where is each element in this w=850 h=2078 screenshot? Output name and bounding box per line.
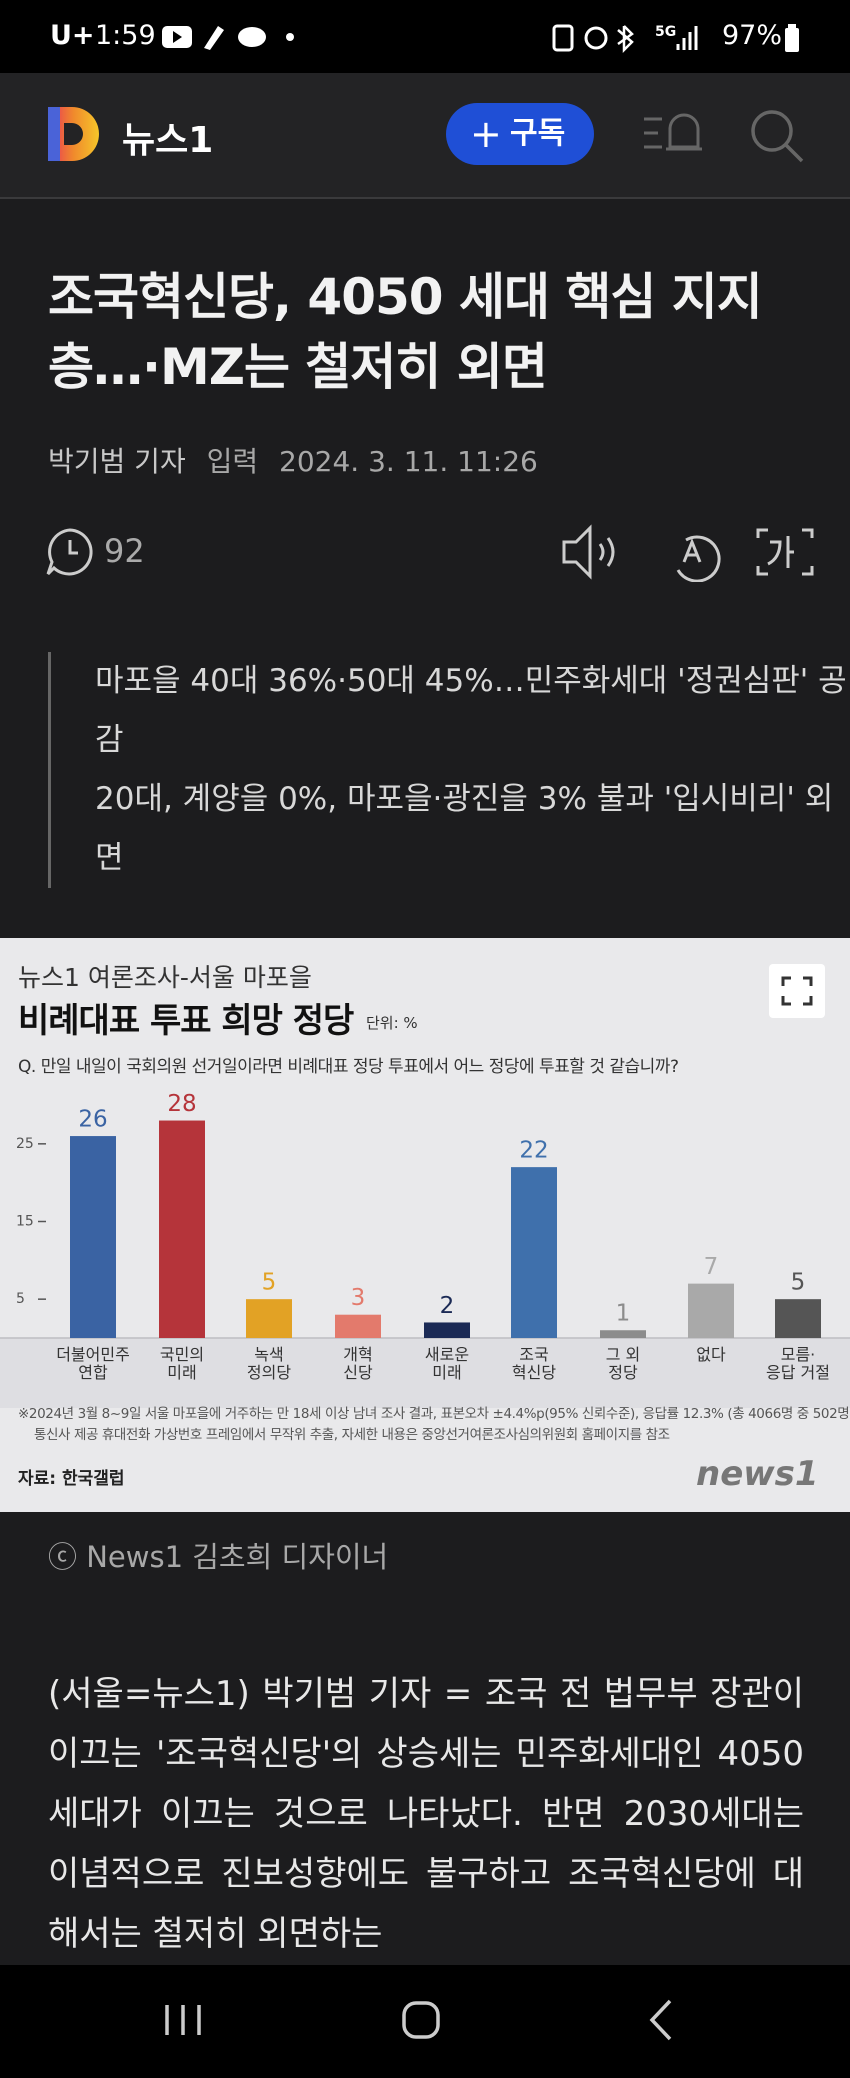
article-body: (서울=뉴스1) 박기범 기자 = 조국 전 법무부 장관이 이끄는 '조국혁신… [48,1674,804,1954]
carrier: U+ [50,20,95,51]
chart-note: 통신사 제공 휴대전화 가상번호 프레임에서 무작위 추출, 자세한 내용은 중… [34,1427,670,1443]
status-bar: U+ 1:59 5G 97% [0,0,850,73]
clock: 1:59 [95,20,156,51]
chart-brand: news1 [696,1454,819,1494]
article-tools[interactable] [558,522,818,582]
author[interactable]: 박기범 기자 [48,445,186,478]
chart-unit: 단위: % [366,1014,418,1032]
x-tick-label: 없다 [696,1345,726,1364]
bar [511,1167,557,1338]
plus-icon: + [470,112,502,156]
bar [70,1136,116,1338]
x-tick-label: 녹색 정의당 [246,1345,292,1382]
article-title: 조국혁신당, 4050 세대 핵심 지지층…·MZ는 철저히 외면 [48,268,763,396]
value-label: 3 [351,1285,366,1311]
input-label: 입력 [206,445,259,478]
subscribe-button[interactable]: + 구독 [446,103,594,165]
status-icons [162,26,294,50]
value-label: 5 [262,1270,277,1296]
home-button[interactable] [402,2001,440,2039]
back-button[interactable] [649,1999,672,2041]
network: 5G [655,24,677,40]
article-summary: 마포을 40대 36%·50대 45%…민주화세대 '정권심판' 공감 20대,… [48,652,850,888]
value-label: 22 [519,1138,548,1164]
x-tick-label: 모름· 응답 거절 [766,1345,830,1382]
bar [159,1120,205,1338]
summary-line: 마포을 40대 36%·50대 45%…민주화세대 '정권심판' 공감 [95,663,847,758]
value-label: 1 [616,1301,631,1327]
battery: 97% [722,20,783,51]
expand-button[interactable] [769,964,825,1018]
comment-button[interactable] [44,526,96,578]
bar [688,1283,734,1338]
date: 2024. 3. 11. 11:26 [279,445,538,478]
search-button[interactable] [748,107,806,165]
app-header: 뉴스1 + 구독 [0,73,850,199]
value-label: 26 [78,1107,107,1133]
ground [0,1338,850,1408]
subscribe-label: 구독 [510,116,566,151]
bar [246,1299,292,1338]
x-tick-label: 그 외 정당 [605,1345,641,1382]
summary-line: 20대, 계양을 0%, 마포을·광진을 3% 불과 '입시비리' 외면 [95,781,834,876]
chart-source: 자료: 한국갤럽 [18,1469,125,1489]
y-tick-label: 5 [16,1291,25,1307]
chart-question: Q. 만일 내일이 국회의원 선거일이라면 비례대표 정당 투표에서 어느 정당… [18,1057,679,1077]
status-icons-right [552,24,698,54]
x-tick-label: 국민의 미래 [159,1345,205,1382]
chart-note: ※2024년 3월 8~9일 서울 마포을에 거주하는 만 18세 이상 남녀 … [18,1406,850,1422]
battery-icon [785,24,799,52]
chart-subtitle: 뉴스1 여론조사-서울 마포을 [18,963,312,992]
menu-alert-button[interactable] [640,107,710,163]
image-caption: ⓒ News1 김초희 디자이너 [48,1540,389,1574]
chart-title: 비례대표 투표 희망 정당 [18,1001,354,1041]
x-tick-label: 새로운 미래 [424,1345,470,1382]
x-tick-label: 조국 혁신당 [511,1345,557,1382]
value-label: 7 [704,1254,719,1280]
x-tick-label: 더불어민주 연합 [56,1345,130,1382]
bar [600,1330,646,1338]
value-label: 5 [791,1270,806,1296]
y-tick-label: 15 [16,1214,34,1230]
bar [775,1299,821,1338]
chart-image: 뉴스1 여론조사-서울 마포을 비례대표 투표 희망 정당 단위: % Q. 만… [0,938,850,1512]
navigation-bar [0,1965,850,2078]
bar [424,1322,470,1338]
value-label: 2 [440,1293,455,1319]
nav-buttons [165,1999,672,2041]
x-tick-label: 개혁 신당 [343,1345,373,1382]
bar [335,1314,381,1338]
expand-icon [781,976,813,1006]
comment-count[interactable]: 92 [104,532,145,570]
y-tick-label: 25 [16,1136,34,1152]
chart-notes: ※2024년 3월 8~9일 서울 마포을에 거주하는 만 18세 이상 남녀 … [18,1404,850,1446]
value-label: 28 [167,1091,196,1117]
logo-text[interactable]: 뉴스1 [122,120,214,161]
recent-apps-button[interactable] [165,2005,201,2035]
logo-mark[interactable] [46,105,104,163]
byline: 박기범 기자 입력 2024. 3. 11. 11:26 [48,440,538,480]
